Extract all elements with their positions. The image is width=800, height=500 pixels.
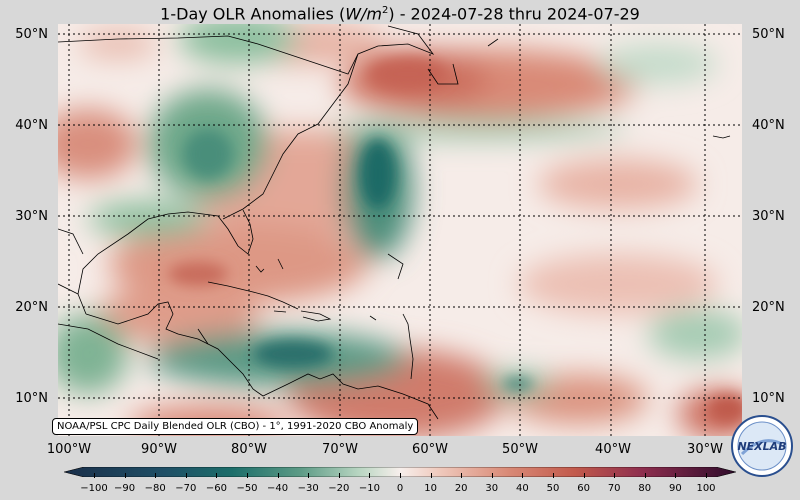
colorbar-tick-label: −20 [328, 483, 350, 494]
colorbar-tickmark [308, 473, 310, 478]
colorbar-tickmark [491, 473, 493, 478]
lat-label-left-40: 40°N [15, 118, 48, 133]
colorbar-tickmark [400, 473, 401, 478]
lon-label-100w: 100°W [46, 442, 92, 457]
colorbar-tick-label: 20 [454, 483, 468, 494]
lon-label-60w: 60°W [412, 442, 448, 457]
colorbar-tick-label: 30 [485, 483, 499, 494]
colorbar-tickmark [430, 473, 432, 478]
graticule [58, 24, 742, 436]
colorbar-tick-label: −100 [80, 483, 108, 494]
lon-label-80w: 80°W [231, 442, 267, 457]
colorbar-tickmark [155, 473, 157, 478]
colorbar-tick-label: 100 [696, 483, 716, 494]
colorbar-tick-label: −90 [114, 483, 136, 494]
colorbar-tickmark [185, 473, 187, 478]
title-prefix: 1-Day OLR Anomalies ( [160, 4, 346, 24]
colorbar-tickmark [461, 473, 463, 478]
lon-label-50w: 50°W [502, 442, 538, 457]
data-source-label: NOAA/PSL CPC Daily Blended OLR (CBO) - 1… [52, 418, 419, 435]
colorbar-tickmark [675, 473, 677, 478]
lat-label-left-50: 50°N [15, 27, 48, 42]
coastlines [58, 25, 731, 420]
colorbar-tick-label: −30 [297, 483, 319, 494]
lat-label-left-20: 20°N [15, 300, 48, 315]
colorbar-tick-label: −60 [205, 483, 227, 494]
title-units-exponent: 2 [381, 5, 389, 16]
lat-label-right-50: 50°N [752, 27, 785, 42]
olr-anomaly-map [58, 24, 742, 436]
title-units: W/m [345, 4, 382, 24]
colorbar-tick-label: −80 [144, 483, 166, 494]
colorbar-tick-label: −40 [267, 483, 289, 494]
lat-label-right-40: 40°N [752, 118, 785, 133]
lon-label-70w: 70°W [322, 442, 358, 457]
map-canvas [58, 24, 742, 436]
nexlab-logo: NEXLAB [731, 415, 793, 477]
title-suffix: ) - 2024-07-28 thru 2024-07-29 [388, 4, 640, 24]
colorbar-tick-label: 70 [607, 483, 621, 494]
colorbar-tick-label: −70 [175, 483, 197, 494]
colorbar-tick-label: −50 [236, 483, 258, 494]
lat-label-right-10: 10°N [752, 391, 785, 406]
colorbar-tickmark [338, 473, 340, 478]
colorbar-tickmark [553, 473, 554, 478]
colorbar-tickmark [644, 473, 646, 478]
colorbar [63, 462, 737, 478]
lat-label-right-20: 20°N [752, 300, 785, 315]
colorbar-tickmark [216, 473, 218, 478]
colorbar-tick-label: 40 [516, 483, 529, 494]
colorbar-tick-label: 90 [669, 483, 682, 494]
colorbar-tickmark [614, 473, 616, 478]
colorbar-tickmark [94, 473, 95, 478]
anomaly-cores [168, 58, 742, 423]
lat-label-left-10: 10°N [15, 391, 48, 406]
lon-label-90w: 90°W [141, 442, 177, 457]
lon-label-30w: 30°W [687, 442, 723, 457]
colorbar-tick-label: 80 [638, 483, 652, 494]
colorbar-tickmark [706, 473, 707, 478]
colorbar-tickmark [247, 473, 248, 478]
colorbar-tick-label: 0 [396, 483, 404, 494]
colorbar-tick-label: 60 [577, 483, 590, 494]
map-title: 1-Day OLR Anomalies (W/m2) - 2024-07-28 … [0, 0, 800, 25]
colorbar-tick-label: 10 [424, 483, 437, 494]
logo-text: NEXLAB [737, 440, 786, 453]
colorbar-tickmark [277, 473, 279, 478]
lon-label-40w: 40°W [595, 442, 631, 457]
colorbar-tick-label: −10 [358, 483, 380, 494]
lat-label-left-30: 30°N [15, 209, 48, 224]
colorbar-tick-label: 50 [546, 483, 560, 494]
colorbar-tickmark [522, 473, 524, 478]
colorbar-tickmark [124, 473, 126, 478]
colorbar-tickmark [583, 473, 585, 478]
colorbar-tickmark [369, 473, 371, 478]
lat-label-right-30: 30°N [752, 209, 785, 224]
